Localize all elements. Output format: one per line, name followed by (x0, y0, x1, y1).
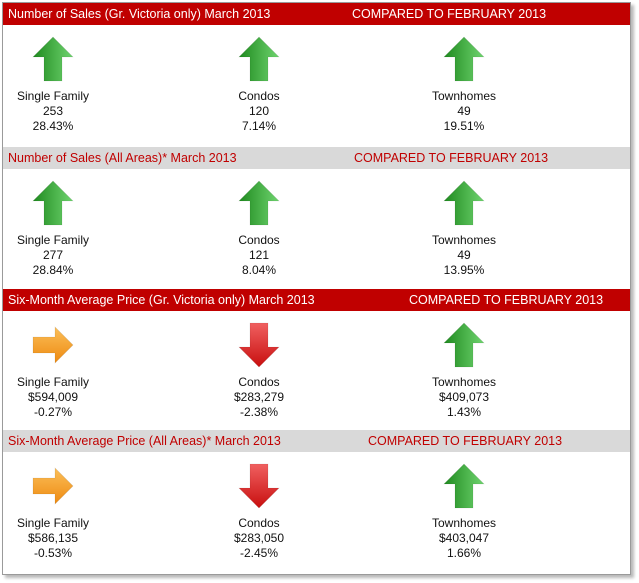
percent-change: 7.14% (241, 119, 277, 133)
stats-section: Number of Sales (Gr. Victoria only) Marc… (3, 3, 630, 143)
market-summary-panel: Number of Sales (Gr. Victoria only) Marc… (2, 2, 631, 575)
right-arrow-icon (0, 462, 128, 510)
percent-change: 1.66% (446, 546, 482, 560)
stat-value: 49 (457, 248, 471, 262)
down-arrow-icon (184, 321, 334, 369)
stat-value: $403,047 (438, 531, 490, 545)
property-stat-condos: Condos $283,050 -2.45% (184, 452, 334, 568)
percent-change: -2.45% (239, 546, 279, 560)
property-type-label: Condos (238, 516, 280, 530)
section-title: Number of Sales (Gr. Victoria only) Marc… (8, 7, 271, 21)
down-arrow-icon (184, 462, 334, 510)
up-arrow-icon (184, 179, 334, 227)
comparison-label: COMPARED TO FEBRUARY 2013 (354, 151, 549, 165)
property-stat-townhomes: Townhomes 49 13.95% (389, 169, 539, 285)
property-type-label: Condos (238, 375, 280, 389)
property-type-label: Townhomes (431, 516, 497, 530)
property-type-label: Single Family (16, 89, 90, 103)
property-type-label: Single Family (16, 233, 90, 247)
property-stat-townhomes: Townhomes $409,073 1.43% (389, 311, 539, 427)
stat-value: 120 (248, 104, 270, 118)
property-type-label: Single Family (16, 375, 90, 389)
percent-change: 19.51% (443, 119, 485, 133)
property-type-label: Townhomes (431, 89, 497, 103)
property-stat-single-family: Single Family 277 28.84% (0, 169, 128, 285)
section-header: Number of Sales (All Areas)* March 2013 C… (3, 147, 630, 169)
percent-change: 13.95% (443, 263, 485, 277)
section-header: Number of Sales (Gr. Victoria only) Marc… (3, 3, 630, 25)
property-stat-condos: Condos $283,279 -2.38% (184, 311, 334, 427)
stats-section: Number of Sales (All Areas)* March 2013 C… (3, 147, 630, 287)
up-arrow-icon (389, 35, 539, 83)
property-stat-single-family: Single Family $586,135 -0.53% (0, 452, 128, 568)
stat-value: 121 (248, 248, 270, 262)
up-arrow-icon (0, 179, 128, 227)
stat-value: 277 (42, 248, 64, 262)
property-stat-townhomes: Townhomes $403,047 1.66% (389, 452, 539, 568)
stat-value: 253 (42, 104, 64, 118)
property-type-label: Townhomes (431, 233, 497, 247)
comparison-label: COMPARED TO FEBRUARY 2013 (409, 293, 604, 307)
comparison-label: COMPARED TO FEBRUARY 2013 (368, 434, 563, 448)
percent-change: -2.38% (239, 405, 279, 419)
property-type-label: Condos (238, 233, 280, 247)
property-stat-single-family: Single Family $594,009 -0.27% (0, 311, 128, 427)
section-header: Six-Month Average Price (All Areas)* Mar… (3, 430, 630, 452)
up-arrow-icon (389, 321, 539, 369)
stats-section: Six-Month Average Price (Gr. Victoria on… (3, 289, 630, 429)
section-title: Six-Month Average Price (All Areas)* Mar… (8, 434, 281, 448)
stat-value: $409,073 (438, 390, 490, 404)
up-arrow-icon (389, 462, 539, 510)
property-stat-condos: Condos 121 8.04% (184, 169, 334, 285)
section-header: Six-Month Average Price (Gr. Victoria on… (3, 289, 630, 311)
property-type-label: Townhomes (431, 375, 497, 389)
comparison-label: COMPARED TO FEBRUARY 2013 (352, 7, 547, 21)
percent-change: 8.04% (241, 263, 277, 277)
property-stat-condos: Condos 120 7.14% (184, 25, 334, 141)
section-title: Six-Month Average Price (Gr. Victoria on… (8, 293, 315, 307)
stat-value: 49 (457, 104, 471, 118)
property-stat-single-family: Single Family 253 28.43% (0, 25, 128, 141)
up-arrow-icon (184, 35, 334, 83)
stats-section: Six-Month Average Price (All Areas)* Mar… (3, 430, 630, 570)
up-arrow-icon (389, 179, 539, 227)
property-type-label: Condos (238, 89, 280, 103)
percent-change: -0.53% (33, 546, 73, 560)
stat-value: $283,279 (233, 390, 285, 404)
stat-value: $586,135 (27, 531, 79, 545)
stat-value: $594,009 (27, 390, 79, 404)
right-arrow-icon (0, 321, 128, 369)
property-type-label: Single Family (16, 516, 90, 530)
property-stat-townhomes: Townhomes 49 19.51% (389, 25, 539, 141)
section-title: Number of Sales (All Areas)* March 2013 (8, 151, 237, 165)
percent-change: -0.27% (33, 405, 73, 419)
stat-value: $283,050 (233, 531, 285, 545)
up-arrow-icon (0, 35, 128, 83)
percent-change: 28.84% (32, 263, 74, 277)
percent-change: 28.43% (32, 119, 74, 133)
percent-change: 1.43% (446, 405, 482, 419)
